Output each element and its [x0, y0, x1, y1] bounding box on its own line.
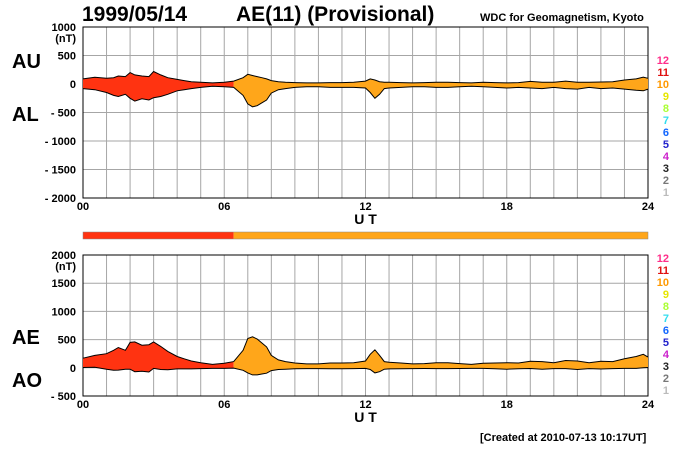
y-tick-label: 0 [70, 79, 76, 91]
series-line-ao [82, 366, 649, 376]
y-tick-label: - 2000 [45, 193, 76, 205]
status-level-7: 7 [663, 115, 669, 127]
y-tick-label: 500 [58, 51, 76, 63]
plot-frame [82, 254, 649, 397]
y-tick-label: 1000 [52, 22, 76, 34]
chart-date: 1999/05/14 [82, 3, 188, 26]
y-tick-label: 1500 [52, 278, 76, 290]
status-level-9: 9 [663, 91, 669, 103]
x-tick-label: 18 [501, 201, 513, 213]
y-tick-label: - 1000 [45, 136, 76, 148]
y-tick-label: - 500 [51, 391, 76, 403]
x-tick-label: 24 [642, 201, 655, 213]
series-line-ae [82, 336, 649, 365]
y-unit-label: (nT) [55, 33, 76, 45]
status-level-8: 8 [663, 301, 669, 313]
status-level-11: 11 [657, 265, 669, 277]
data-source: WDC for Geomagnetism, Kyoto [480, 12, 644, 24]
status-level-3: 3 [663, 361, 669, 373]
area-early-segment [83, 341, 234, 372]
y-tick-label: 1000 [52, 306, 76, 318]
status-level-6: 6 [663, 127, 669, 139]
x-tick-label: 24 [642, 399, 655, 411]
status-level-4: 4 [663, 151, 670, 163]
x-axis-title: U T [354, 409, 377, 425]
status-level-1: 1 [663, 385, 669, 397]
panel-1 [82, 26, 649, 199]
x-tick-label: 00 [77, 201, 89, 213]
status-level-2: 2 [663, 373, 669, 385]
ao-label: AO [12, 370, 42, 392]
status-level-6: 6 [663, 325, 669, 337]
status-level-10: 10 [657, 277, 669, 289]
y-tick-label: 2000 [52, 250, 76, 262]
y-tick-label: - 1500 [45, 165, 76, 177]
ae-label: AE [12, 327, 40, 349]
status-level-5: 5 [663, 139, 669, 151]
quality-bar-frame [82, 231, 649, 240]
quality-bar-segment [83, 232, 234, 239]
status-level-9: 9 [663, 289, 669, 301]
x-tick-label: 18 [501, 399, 513, 411]
status-level-2: 2 [663, 175, 669, 187]
panel-2 [82, 254, 649, 397]
y-tick-label: 0 [70, 363, 76, 375]
x-tick-label: 12 [359, 399, 371, 411]
status-level-10: 10 [657, 79, 669, 91]
x-tick-label: 00 [77, 399, 89, 411]
y-unit-label: (nT) [55, 261, 76, 273]
status-level-4: 4 [663, 349, 670, 361]
x-tick-label: 06 [218, 201, 230, 213]
y-tick-label: - 500 [51, 108, 76, 120]
series-line-au [82, 70, 649, 84]
al-label: AL [12, 104, 39, 126]
status-level-11: 11 [657, 67, 669, 79]
x-axis-title: U T [354, 211, 377, 227]
status-level-1: 1 [663, 187, 669, 199]
x-tick-label: 12 [359, 201, 371, 213]
chart-title: AE(11) (Provisional) [236, 3, 435, 26]
y-tick-label: 500 [58, 335, 76, 347]
status-level-12: 12 [657, 253, 669, 265]
status-level-3: 3 [663, 163, 669, 175]
plot-frame [82, 26, 649, 199]
area-early-segment [83, 71, 234, 102]
series-line-al [82, 85, 649, 108]
created-timestamp: [Created at 2010-07-13 10:17UT] [480, 432, 647, 444]
quality-bar-segment [233, 232, 648, 239]
status-level-8: 8 [663, 103, 669, 115]
x-tick-label: 06 [218, 399, 230, 411]
au-label: AU [12, 51, 41, 73]
status-level-12: 12 [657, 55, 669, 67]
area-main-segment [233, 74, 648, 107]
area-main-segment [233, 336, 648, 375]
status-level-5: 5 [663, 337, 669, 349]
status-level-7: 7 [663, 313, 669, 325]
